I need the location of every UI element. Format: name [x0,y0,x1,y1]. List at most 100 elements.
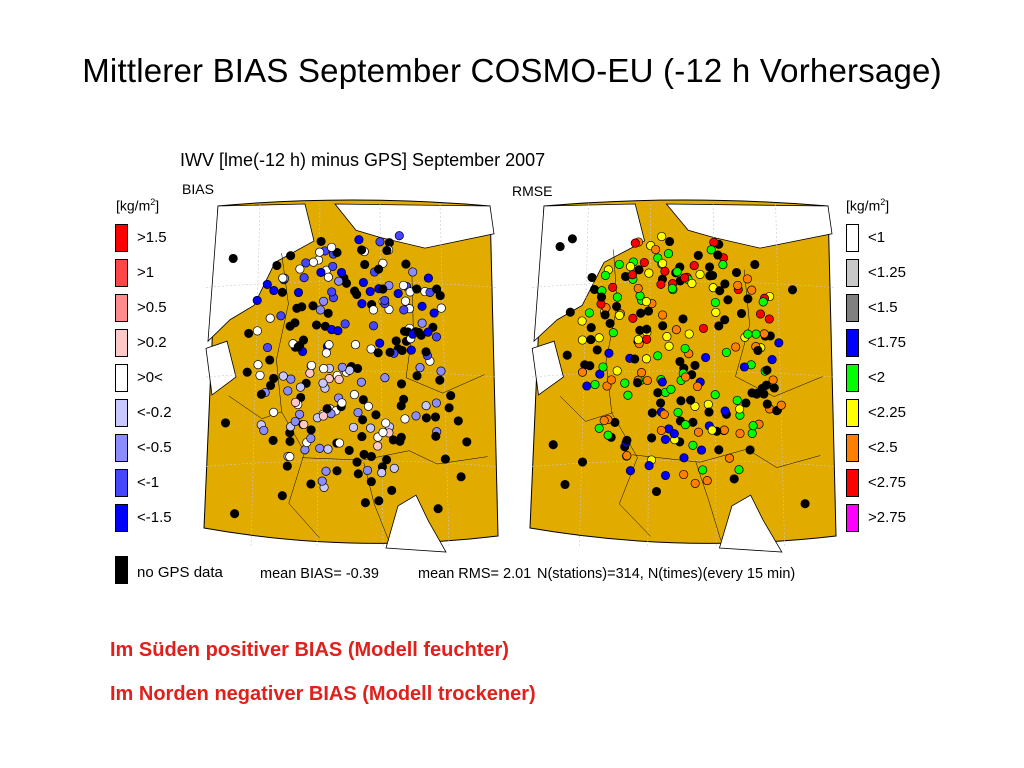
unit-exponent: 2 [150,197,156,207]
station-marker [630,238,640,248]
grid-line [205,460,497,467]
station-marker [735,404,745,414]
station-marker [698,465,708,475]
legend-swatch [115,259,128,287]
station-marker [767,355,777,365]
station-marker [252,326,262,336]
station-marker [750,259,760,270]
bias-unit-label: [kg/m2] [116,197,159,214]
legend-label: <1.75 [868,334,906,351]
station-marker [412,371,422,381]
station-marker [353,363,363,374]
grid-line [712,203,717,547]
station-marker [710,297,720,308]
station-marker [256,389,266,399]
grid-line [579,203,589,547]
station-marker [651,486,662,497]
station-marker [653,351,663,361]
station-marker [633,283,643,293]
station-marker [657,231,667,242]
station-marker [608,282,618,292]
station-marker [371,410,381,420]
station-marker [220,418,231,428]
station-marker [628,313,638,323]
legend-swatch [846,294,859,322]
station-marker [565,307,575,317]
station-marker [414,327,424,337]
north-sea [533,203,646,343]
legend-swatch [846,469,859,497]
station-marker [228,253,238,264]
station-marker [306,360,317,371]
station-marker [334,374,344,384]
station-marker [328,261,338,271]
station-marker [396,379,407,389]
station-marker [732,395,742,405]
station-marker [268,435,278,445]
station-marker [664,341,674,351]
legend-swatch [846,259,859,287]
legend-label: >0.2 [137,334,167,351]
station-marker [800,499,810,509]
station-marker [285,436,295,446]
country-border [302,450,488,465]
station-marker [423,327,433,337]
station-marker [747,428,757,438]
station-marker [286,251,296,261]
adriatic-sea [385,494,447,553]
station-marker [377,468,387,478]
mean-rms-text: mean RMS= 2.01 [418,566,532,582]
station-marker [334,276,344,286]
station-marker [356,377,366,387]
country-border [363,462,389,541]
station-marker [627,270,637,280]
legend-swatch [846,504,859,532]
station-marker [360,259,370,270]
station-marker [762,365,772,375]
station-marker [396,401,406,411]
station-marker [695,269,705,279]
legend-label: <-0.5 [137,439,172,456]
station-marker [298,335,309,345]
station-marker [349,390,359,400]
station-marker [721,347,731,357]
station-marker [408,267,418,277]
station-marker [604,348,614,358]
station-marker [622,435,632,445]
station-marker [711,307,721,317]
figure-title: IWV [lme(-12 h) minus GPS] September 200… [180,150,546,170]
station-marker [698,323,709,333]
station-marker [653,388,663,398]
station-marker [656,279,666,289]
station-marker [690,478,700,488]
station-marker [769,383,779,393]
station-marker [259,425,269,435]
unit-prefix: [kg/m [116,197,151,214]
station-marker [659,409,669,419]
station-marker [676,396,686,406]
station-marker [431,398,441,408]
station-marker [396,432,406,442]
station-marker [315,305,325,315]
station-marker [378,284,388,294]
station-marker [688,417,698,427]
station-marker [679,453,689,463]
station-marker [350,340,361,350]
station-marker [324,374,334,384]
station-marker [692,381,703,392]
legend-swatch [846,399,859,427]
station-marker [269,285,279,296]
legend-label: <2 [868,369,886,386]
country-border [559,396,614,422]
station-marker [658,310,668,320]
station-marker [600,310,610,320]
station-marker [295,264,305,274]
station-marker [696,445,707,455]
station-marker [373,441,383,451]
station-marker [323,444,333,454]
station-marker [380,373,390,383]
station-marker [719,425,729,435]
station-marker [282,461,292,471]
station-marker [633,378,643,388]
station-marker [729,474,739,484]
